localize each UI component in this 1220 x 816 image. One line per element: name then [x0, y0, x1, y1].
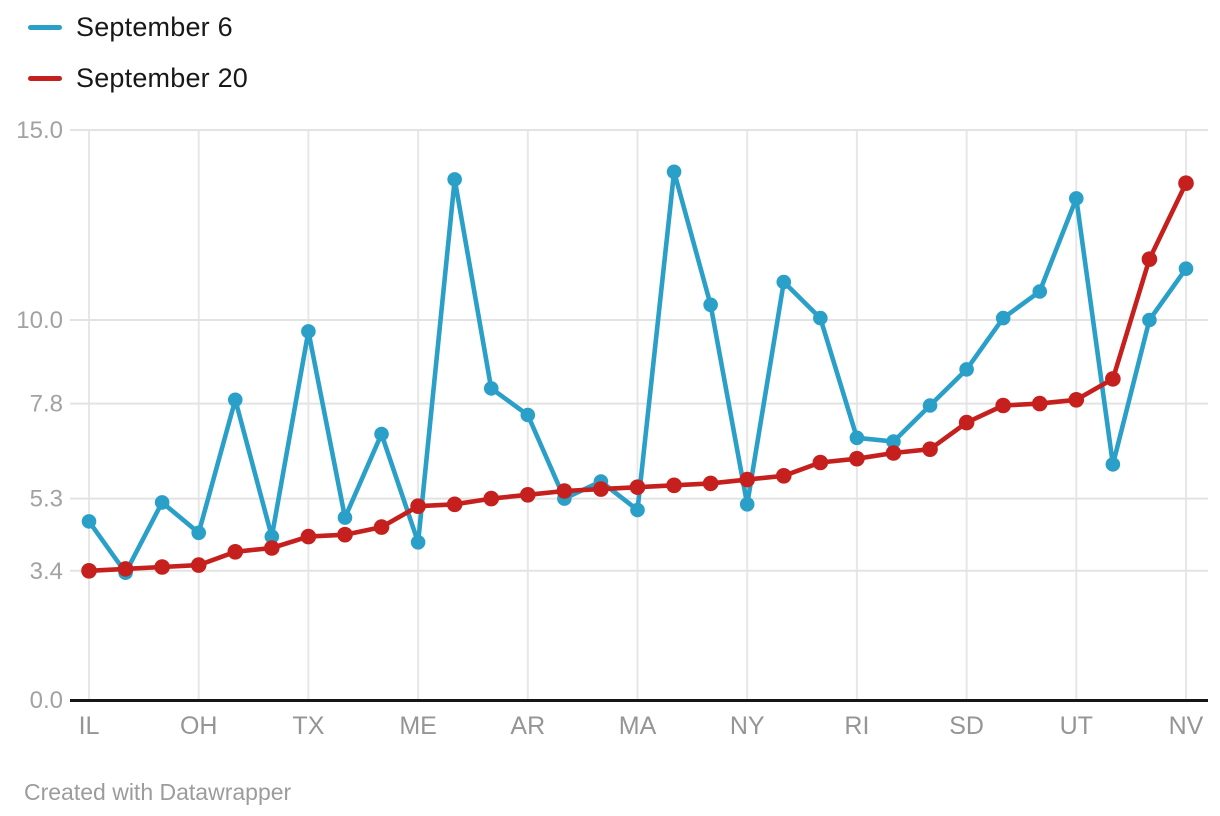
data-point-september-20[interactable] — [227, 544, 244, 560]
y-tick-label: 0.0 — [30, 687, 63, 714]
data-point-september-20[interactable] — [117, 561, 134, 577]
data-point-september-20[interactable] — [1031, 395, 1048, 412]
data-point-september-6[interactable] — [191, 525, 206, 541]
legend-item: September 6 — [28, 8, 248, 46]
data-point-september-20[interactable] — [812, 454, 829, 471]
data-point-september-20[interactable] — [1068, 392, 1085, 408]
x-tick-label: NV — [1169, 712, 1204, 740]
data-point-september-6[interactable] — [739, 497, 755, 512]
x-tick-label: UT — [1060, 712, 1093, 740]
legend-swatch-icon — [28, 24, 62, 30]
data-point-september-20[interactable] — [593, 481, 609, 497]
datawrapper-credit: Created with Datawrapper — [24, 779, 292, 805]
data-point-september-6[interactable] — [1142, 312, 1157, 328]
y-tick-label: 3.4 — [30, 558, 63, 585]
data-point-september-20[interactable] — [1178, 175, 1194, 191]
data-point-september-6[interactable] — [374, 426, 389, 442]
data-point-september-6[interactable] — [995, 310, 1011, 326]
data-point-september-20[interactable] — [337, 526, 353, 543]
data-point-september-20[interactable] — [373, 519, 390, 535]
x-tick-label: IL — [79, 712, 100, 740]
data-point-september-6[interactable] — [886, 434, 901, 449]
data-point-september-20[interactable] — [410, 498, 426, 514]
data-point-september-6[interactable] — [520, 407, 536, 423]
line-chart: 0.0 3.4 5.3 7.8 10.0 15.0 IL OH TX ME AR MA NY RI SD UT… — [16, 117, 1208, 740]
legend-item: September 20 — [28, 59, 248, 97]
data-point-september-20[interactable] — [958, 414, 975, 431]
x-tick-label: TX — [292, 712, 324, 740]
x-tick-label: RI — [844, 712, 869, 740]
data-point-september-6[interactable] — [1178, 261, 1194, 277]
x-tick-label: NY — [730, 712, 765, 740]
data-point-september-6[interactable] — [1105, 457, 1121, 472]
data-point-september-20[interactable] — [1141, 251, 1158, 267]
x-tick-label: MA — [619, 712, 657, 740]
data-point-september-6[interactable] — [81, 514, 97, 529]
data-point-september-6[interactable] — [1032, 284, 1048, 299]
data-point-september-6[interactable] — [154, 495, 170, 510]
data-point-september-6[interactable] — [1069, 191, 1084, 206]
y-tick-label: 15.0 — [16, 117, 63, 144]
x-tick-label: OH — [180, 712, 218, 740]
y-tick-label: 10.0 — [16, 307, 63, 334]
legend-swatch-icon — [28, 75, 62, 81]
data-point-september-20[interactable] — [264, 540, 280, 556]
data-point-september-20[interactable] — [629, 479, 646, 496]
data-point-september-6[interactable] — [849, 430, 865, 446]
data-point-september-20[interactable] — [190, 557, 207, 573]
x-tick-label: AR — [510, 712, 545, 740]
data-point-september-20[interactable] — [995, 397, 1011, 414]
legend-label: September 20 — [76, 62, 249, 93]
data-point-september-6[interactable] — [959, 362, 974, 377]
data-point-september-20[interactable] — [922, 441, 938, 458]
data-point-september-20[interactable] — [154, 559, 170, 575]
x-tick-label: SD — [949, 712, 984, 740]
data-point-september-6[interactable] — [264, 529, 280, 544]
legend-label: September 6 — [76, 11, 233, 42]
data-point-september-20[interactable] — [849, 450, 865, 467]
data-point-september-20[interactable] — [739, 471, 755, 488]
data-point-september-6[interactable] — [776, 274, 792, 290]
data-point-september-20[interactable] — [702, 475, 719, 492]
data-point-september-20[interactable] — [775, 468, 792, 484]
data-point-september-20[interactable] — [520, 487, 536, 503]
data-point-september-6[interactable] — [410, 535, 426, 550]
data-point-september-6[interactable] — [666, 164, 682, 180]
data-point-september-20[interactable] — [556, 483, 573, 499]
data-point-september-6[interactable] — [447, 172, 462, 187]
data-point-september-20[interactable] — [885, 445, 902, 461]
y-tick-label: 7.8 — [30, 391, 63, 418]
data-point-september-6[interactable] — [301, 324, 316, 339]
y-tick-label: 5.3 — [30, 486, 63, 513]
data-point-september-20[interactable] — [483, 490, 500, 507]
legend: September 6 September 20 — [28, 8, 248, 110]
data-point-september-6[interactable] — [630, 502, 645, 518]
data-point-september-20[interactable] — [1105, 371, 1121, 387]
data-point-september-20[interactable] — [300, 528, 317, 545]
data-point-september-6[interactable] — [337, 510, 353, 525]
data-point-september-20[interactable] — [81, 563, 97, 579]
data-point-september-6[interactable] — [922, 398, 938, 413]
data-point-september-20[interactable] — [666, 477, 682, 494]
data-point-september-6[interactable] — [483, 381, 499, 396]
data-point-september-6[interactable] — [813, 310, 828, 326]
data-point-september-20[interactable] — [446, 496, 463, 513]
data-point-september-6[interactable] — [703, 297, 718, 313]
data-point-september-6[interactable] — [227, 392, 243, 408]
x-tick-label: ME — [399, 712, 437, 740]
